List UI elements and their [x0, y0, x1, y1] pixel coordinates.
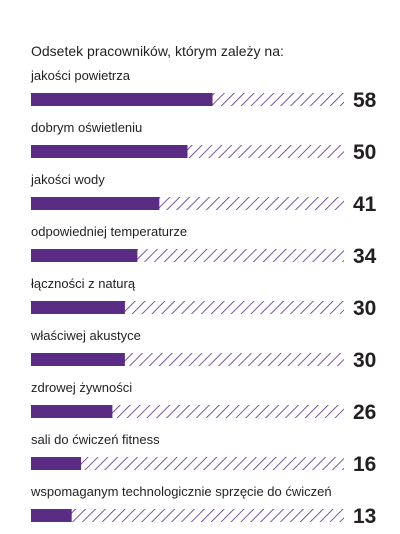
value-label: 26 [353, 401, 376, 424]
bar [31, 457, 82, 470]
bar [31, 93, 213, 106]
category-label: sali do ćwiczeń fitness [31, 432, 160, 447]
bar-rows: jakości powietrza 58 dobrym oświetleniu 50 j… [30, 68, 377, 528]
category-label: wspomaganym technologicznie sprzęcie do … [30, 484, 332, 499]
value-label: 30 [353, 297, 376, 320]
value-label: 34 [353, 245, 377, 268]
value-label: 13 [353, 505, 376, 528]
value-label: 41 [353, 193, 377, 216]
bar [31, 353, 125, 366]
category-label: zdrowej żywności [31, 380, 132, 395]
category-label: właściwej akustyce [30, 328, 141, 343]
value-label: 16 [353, 453, 376, 476]
category-label: jakości wody [30, 172, 105, 187]
bar [31, 405, 113, 418]
value-label: 30 [353, 349, 376, 372]
bar [31, 145, 188, 158]
bar [31, 301, 125, 314]
value-label: 50 [353, 141, 376, 164]
bar [31, 509, 72, 522]
bar-track [31, 457, 344, 470]
chart-title: Odsetek pracowników, którym zależy na: [31, 43, 284, 59]
bar [31, 197, 160, 210]
value-label: 58 [353, 89, 377, 112]
category-label: łączności z naturą [31, 276, 136, 291]
category-label: odpowiedniej temperaturze [31, 224, 187, 239]
bar [31, 249, 138, 262]
bar-track [31, 509, 344, 522]
category-label: dobrym oświetleniu [31, 120, 142, 135]
category-label: jakości powietrza [30, 68, 131, 83]
